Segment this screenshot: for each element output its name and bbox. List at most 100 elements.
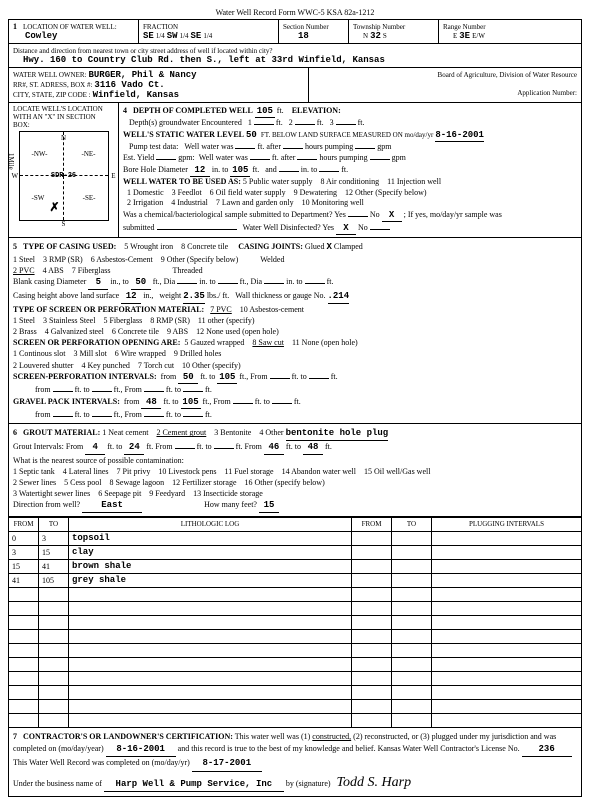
u8: 8 Air conditioning <box>320 177 379 188</box>
s4: 4 ABS <box>43 265 64 276</box>
mile: 1Mile <box>7 153 15 170</box>
static-v: 50 <box>246 130 257 140</box>
static: WELL'S STATIC WATER LEVEL <box>123 130 244 139</box>
gw2: 2 <box>289 118 293 127</box>
c11: 11 Fuel storage <box>225 466 274 477</box>
t3: and this record is true to the best of m… <box>178 744 520 753</box>
city: Winfield, Kansas <box>93 90 179 100</box>
use: WELL WATER TO BE USED AS: <box>123 177 241 186</box>
c5: 5 Cess pool <box>64 477 101 488</box>
wt: weight <box>159 291 181 300</box>
ch2: ; If yes, mo/day/yr sample was <box>404 210 502 219</box>
w: W <box>12 172 19 180</box>
wall: Wall thickness or gauge No. <box>235 291 325 300</box>
table-row: 315clay <box>9 545 582 559</box>
depth-label: DEPTH OF COMPLETED WELL <box>133 106 253 115</box>
clamped: Clamped <box>334 242 363 251</box>
s7: 7 Fiberglass <box>72 265 111 276</box>
hours: hours pumping <box>305 142 353 151</box>
c3: 3 Watertight sewer lines <box>13 488 90 499</box>
bore2: 105 <box>230 164 250 177</box>
sc10: 10 Asbestos-cement <box>240 304 304 315</box>
e: E <box>111 172 115 180</box>
blank: Blank casing Diameter <box>13 277 86 286</box>
u9: 9 Dewatering <box>294 188 337 199</box>
o3: 3 Mill slot <box>73 348 106 359</box>
table-row <box>9 629 582 643</box>
table-row <box>9 657 582 671</box>
u10: 10 Monitoring well <box>302 198 364 209</box>
joints: CASING JOINTS: <box>238 242 303 251</box>
sc4: 4 Galvanized steel <box>45 326 104 337</box>
bv: 5 <box>88 276 108 290</box>
g1: 1 Neat cement <box>102 427 148 438</box>
c6: 6 Seepage pit <box>98 488 141 499</box>
dy: Yes <box>322 223 334 232</box>
bv2: 50 <box>131 276 151 290</box>
t4: This Water Well Record was completed on … <box>13 758 190 767</box>
sc7: 7 PVC <box>210 304 232 315</box>
c7: 7 Pit privy <box>117 466 151 477</box>
dirv: East <box>82 499 142 513</box>
sc3: 3 Stainless Steel <box>43 315 95 326</box>
bft: ft. <box>252 165 259 174</box>
contam: What is the nearest source of possible c… <box>13 456 184 465</box>
signature: Todd S. Harp <box>337 775 412 790</box>
and: and <box>265 165 277 174</box>
height: Casing height above land surface <box>13 291 119 300</box>
git: 24 <box>124 441 144 455</box>
sc8: 8 RMP (SR) <box>150 315 190 326</box>
gpi: GRAVEL PACK INTERVALS: <box>13 397 120 406</box>
sc5: 5 Fiberglass <box>103 315 142 326</box>
dist-label: Distance and direction from nearest town… <box>13 47 273 55</box>
table-row <box>9 699 582 713</box>
f3: SE <box>191 31 202 41</box>
static-d: 8-16-2001 <box>435 129 484 142</box>
sc11: 11 other (specify) <box>198 315 255 326</box>
table-row <box>9 615 582 629</box>
u5: 5 Public water supply <box>243 177 313 188</box>
dist-text: Hwy. 160 to Country Club Rd. then S., le… <box>23 55 385 65</box>
bto: in., to <box>110 277 128 286</box>
addr-label: RR#, ST. ADRESS, BOX #: <box>13 81 92 89</box>
feetv: 15 <box>259 499 279 513</box>
form-header: Water Well Record Form WWC-5 KSA 82a-121… <box>8 8 582 17</box>
spi: SCREEN-PERFORATION INTERVALS: <box>13 372 157 381</box>
loc-label: LOCATION OF WATER WELL: <box>23 23 117 31</box>
g4v: bentonite hole plug <box>286 427 389 441</box>
table-row <box>9 601 582 615</box>
board: Board of Agriculture, Division of Water … <box>438 71 577 79</box>
constructed: constructed, <box>312 732 351 741</box>
s: S <box>62 220 66 228</box>
t1: This water well was (1) <box>235 732 313 741</box>
from: from <box>161 372 177 381</box>
lh2: TO <box>39 517 69 531</box>
spit1: 105 <box>217 371 237 385</box>
u6: 6 Oil field water supply <box>210 188 286 199</box>
open: SCREEN OR PERFORATION OPENING ARE: <box>13 338 180 347</box>
table-row <box>9 713 582 727</box>
ww1: Well water was <box>184 142 233 151</box>
c16: 16 Other (specify below) <box>245 477 325 488</box>
ff: ft., From <box>239 372 267 381</box>
table-row <box>9 587 582 601</box>
s3: 3 RMP (SR) <box>43 254 83 265</box>
sub: submitted <box>123 223 155 232</box>
u7: 7 Lawn and garden only <box>216 198 294 209</box>
table-row <box>9 643 582 657</box>
s6-title: GROUT MATERIAL: <box>23 428 100 437</box>
static-t: FT. BELOW LAND SURFACE MEASURED ON mo/da… <box>261 131 433 139</box>
gx: X <box>326 242 331 252</box>
lbs: lbs./ ft. <box>207 291 229 300</box>
gi: Grout Intervals: From <box>13 442 83 451</box>
glued: Glued <box>305 242 325 251</box>
c8: 8 Sewage lagoon <box>109 477 164 488</box>
ts-dir: S <box>383 32 387 40</box>
app: Application Number: <box>517 89 577 97</box>
gpif1: 48 <box>141 396 161 410</box>
gift: ft. to <box>107 442 122 451</box>
u11: 11 Injection well <box>387 177 441 188</box>
owner-name: BURGER, Phil & Nancy <box>89 70 197 80</box>
threaded: Threaded <box>172 266 202 275</box>
dia: Dia <box>164 277 176 286</box>
